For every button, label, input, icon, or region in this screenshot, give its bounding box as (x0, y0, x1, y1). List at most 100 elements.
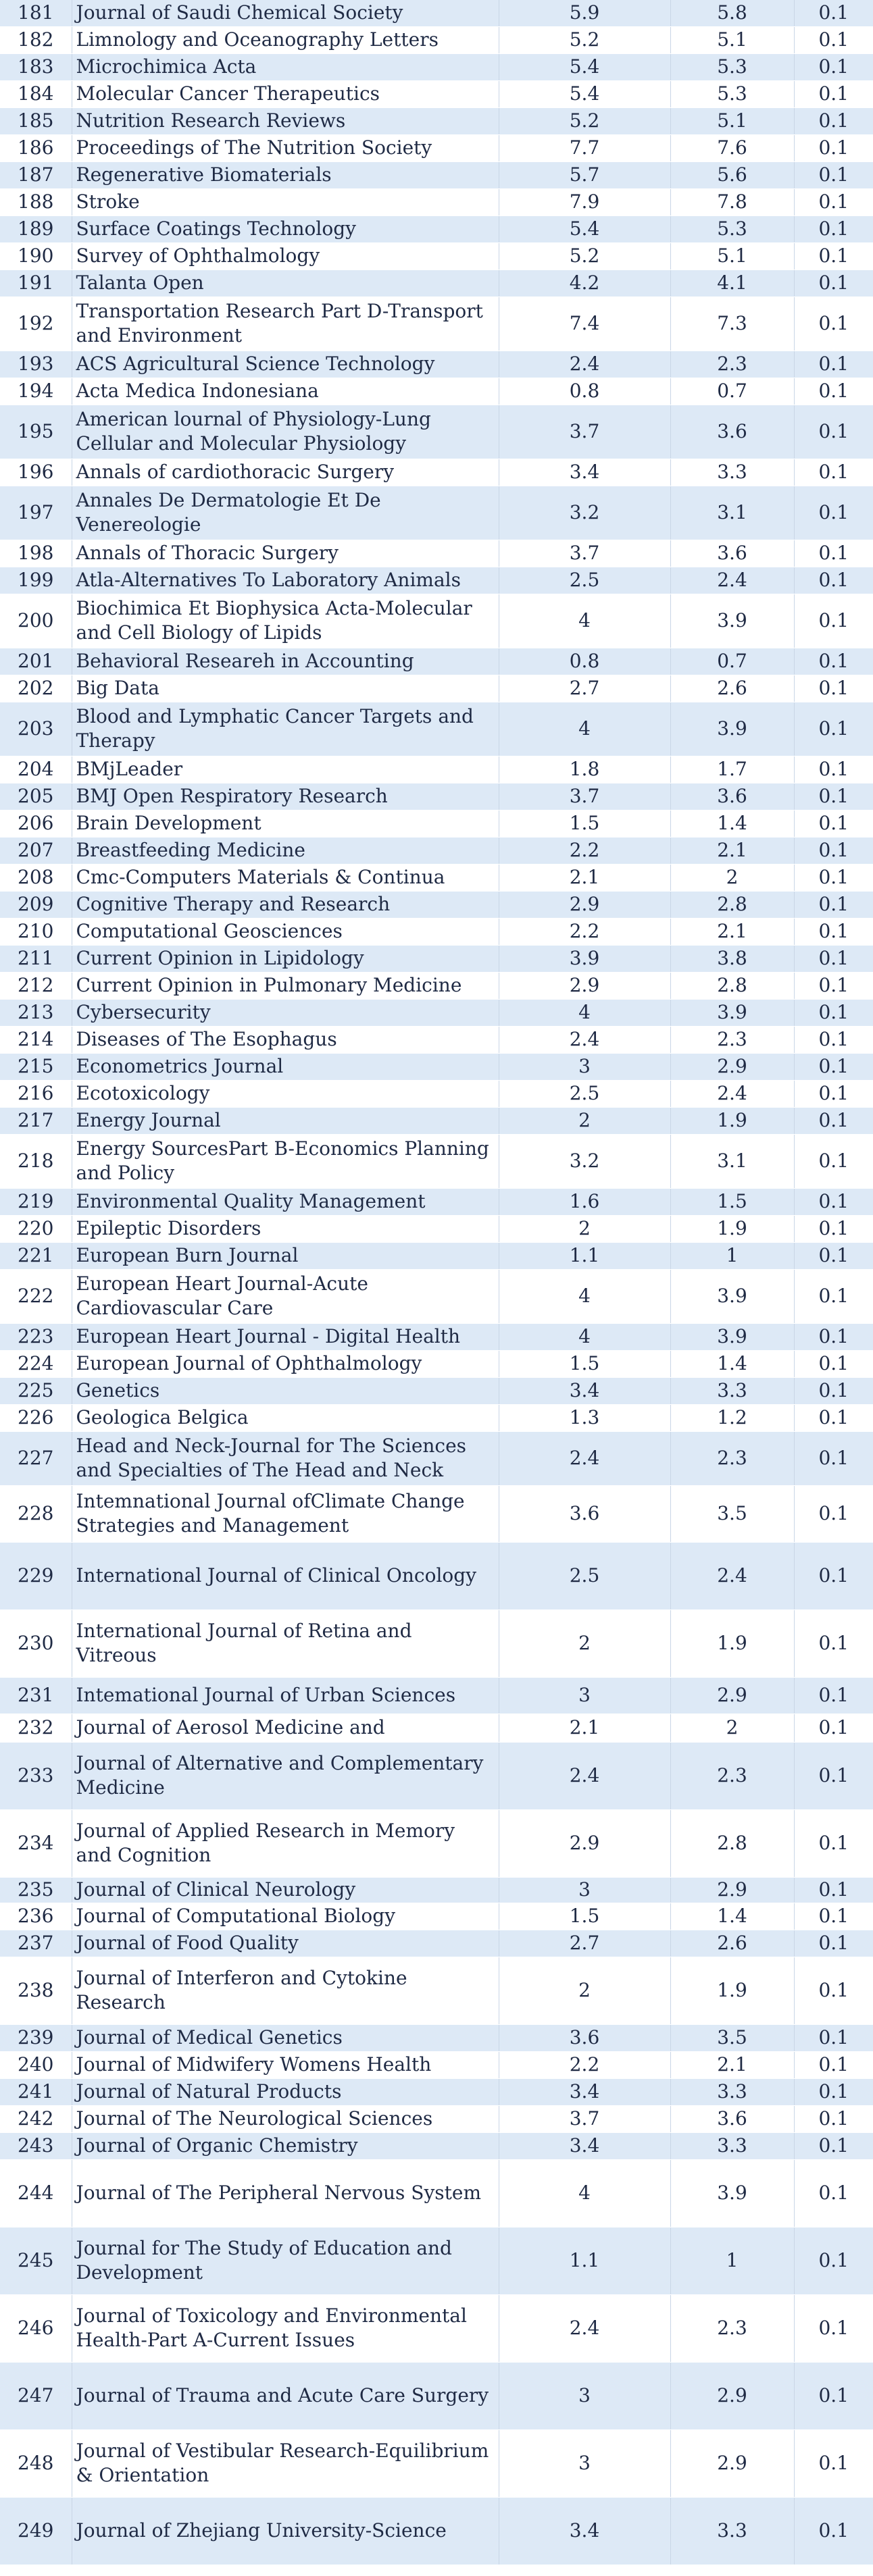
value-diff: 0.1 (793, 161, 873, 189)
value-b: 3.5 (670, 1485, 794, 1543)
table-row: 221 European Burn Journal 1.1 1 0.1 (0, 1242, 873, 1270)
value-b: 5.1 (670, 26, 794, 54)
journal-name: Journal of Vestibular Research-Equilibri… (71, 2429, 499, 2498)
row-number: 242 (0, 2105, 72, 2133)
table-row: 211 Current Opinion in Lipidology 3.9 3.8 0.… (0, 945, 873, 973)
table-row: 184 Molecular Cancer Therapeutics 5.4 5.3 0.… (0, 80, 873, 108)
table-row: 231 Intemational Journal of Urban Science… (0, 1677, 873, 1714)
journal-name: Annals of Thoracic Surgery (71, 540, 499, 567)
value-a: 1.5 (498, 1903, 670, 1930)
row-number: 181 (0, 0, 72, 27)
value-a: 2.4 (498, 1026, 670, 1054)
value-a: 2.9 (498, 972, 670, 1000)
journal-name: Journal of Interferon and Cytokine Resea… (71, 1957, 499, 2025)
value-a: 3 (498, 1053, 670, 1081)
value-a: 3.6 (498, 2024, 670, 2052)
value-b: 3.6 (670, 783, 794, 810)
table-row: 183 Microchimica Acta 5.4 5.3 0.1 (0, 53, 873, 81)
value-b: 1.4 (670, 1350, 794, 1378)
value-a: 2.5 (498, 1542, 670, 1610)
journal-name: Journal of Applied Research in Memory an… (71, 1809, 499, 1878)
value-a: 2.2 (498, 837, 670, 865)
row-number: 215 (0, 1053, 72, 1081)
row-number: 249 (0, 2497, 72, 2565)
value-diff: 0.1 (793, 1542, 873, 1610)
value-diff: 0.1 (793, 134, 873, 162)
value-a: 3.4 (498, 1377, 670, 1405)
table-row: 240 Journal of Midwifery Womens Health 2.2… (0, 2051, 873, 2079)
value-b: 2 (670, 1714, 794, 1743)
table-row: 217 Energy Journal 2 1.9 0.1 (0, 1107, 873, 1135)
row-number: 243 (0, 2132, 72, 2160)
journal-name: Journal of Clinical Neurology (71, 1877, 499, 1903)
value-a: 5.7 (498, 161, 670, 189)
table-row: 237 Journal of Food Quality 2.7 2.6 0.1 (0, 1930, 873, 1957)
value-a: 1.8 (498, 756, 670, 783)
value-b: 3.3 (670, 2132, 794, 2160)
value-diff: 0.1 (793, 1323, 873, 1351)
value-diff: 0.1 (793, 1404, 873, 1432)
row-number: 197 (0, 486, 72, 540)
journal-name: Journal of Toxicology and Environmental … (71, 2294, 499, 2363)
value-diff: 0.1 (793, 1930, 873, 1957)
table-row: 227 Head and Neck-Journal for The Science… (0, 1431, 873, 1486)
value-diff: 0.1 (793, 378, 873, 405)
journal-name: Intemnational Journal ofClimate Change S… (71, 1485, 499, 1543)
table-row: 208 Cmc-Computers Materials & Continua 2.1… (0, 864, 873, 892)
value-diff: 0.1 (793, 2105, 873, 2133)
journal-name: American lournal of Physiology-Lung Cell… (71, 405, 499, 459)
value-a: 1.5 (498, 1350, 670, 1378)
value-b: 3.6 (670, 540, 794, 567)
value-a: 3.2 (498, 486, 670, 540)
value-a: 2.4 (498, 2294, 670, 2363)
value-diff: 0.1 (793, 2132, 873, 2160)
journal-name: Journal of Natural Products (71, 2078, 499, 2106)
value-b: 2.9 (670, 1677, 794, 1714)
row-number: 194 (0, 378, 72, 405)
row-number: 225 (0, 1377, 72, 1405)
row-number: 234 (0, 1809, 72, 1878)
value-b: 2.1 (670, 2051, 794, 2079)
journal-name: Econometrics Journal (71, 1053, 499, 1081)
value-diff: 0.1 (793, 2078, 873, 2106)
row-number: 224 (0, 1350, 72, 1378)
table-row: 194 Acta Medica Indonesiana 0.8 0.7 0.1 (0, 378, 873, 405)
value-diff: 0.1 (793, 1485, 873, 1543)
journal-name: Blood and Lymphatic Cancer Targets and T… (71, 702, 499, 756)
journal-name: Environmental Quality Management (71, 1188, 499, 1216)
table-row: 239 Journal of Medical Genetics 3.6 3.5 0.1 (0, 2024, 873, 2052)
value-b: 2.8 (670, 891, 794, 919)
row-number: 190 (0, 242, 72, 270)
value-diff: 0.1 (793, 1377, 873, 1405)
row-number: 195 (0, 405, 72, 459)
value-a: 2.4 (498, 1431, 670, 1486)
table-row: 200 Biochimica Et Biophysica Acta-Molecul… (0, 594, 873, 648)
value-diff: 0.1 (793, 702, 873, 756)
value-a: 4 (498, 999, 670, 1027)
journal-name: International Journal of Clinical Oncolo… (71, 1542, 499, 1610)
value-a: 2.1 (498, 1714, 670, 1743)
journal-name: Breastfeeding Medicine (71, 837, 499, 865)
value-diff: 0.1 (793, 269, 873, 297)
table-row: 201 Behavioral Researeh in Accounting 0.8 0… (0, 648, 873, 675)
journal-name: Regenerative Biomaterials (71, 161, 499, 189)
row-number: 218 (0, 1134, 72, 1189)
journal-name: Journal of Organic Chemistry (71, 2132, 499, 2160)
value-diff: 0.1 (793, 215, 873, 243)
table-row: 219 Environmental Quality Management 1.6 1.… (0, 1188, 873, 1216)
value-diff: 0.1 (793, 351, 873, 378)
value-diff: 0.1 (793, 783, 873, 810)
value-diff: 0.1 (793, 2362, 873, 2430)
value-a: 3.6 (498, 1485, 670, 1543)
value-diff: 0.1 (793, 2227, 873, 2295)
table-row: 190 Survey of Ophthalmology 5.2 5.1 0.1 (0, 242, 873, 270)
row-number: 248 (0, 2429, 72, 2498)
row-number: 206 (0, 810, 72, 838)
table-row: 247 Journal of Trauma and Acute Care Surg… (0, 2362, 873, 2430)
value-diff: 0.1 (793, 2429, 873, 2498)
value-b: 5.3 (670, 215, 794, 243)
row-number: 244 (0, 2159, 72, 2227)
value-diff: 0.1 (793, 2294, 873, 2363)
journal-name: BMJ Open Respiratory Research (71, 783, 499, 810)
